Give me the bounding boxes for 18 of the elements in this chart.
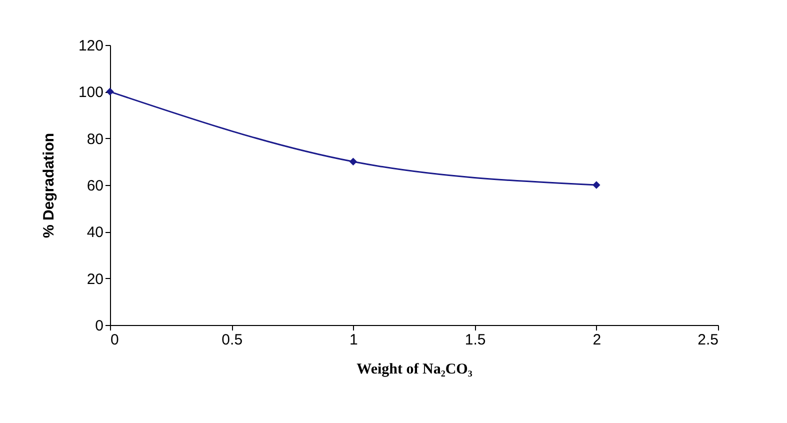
point [349,158,358,166]
y-tick-label: 100 [78,84,104,102]
point [592,181,600,189]
point [106,88,114,96]
x-axis-title: Weight of Na₂CO₃ [356,362,473,378]
x-tick-label: 0 [110,332,119,348]
x-tick-label: 2 [592,332,602,348]
y-tick-label: 80 [86,130,104,148]
y-tick-label: 40 [86,224,104,242]
x-tick-label: 0.5 [222,332,243,348]
y-tick-label: 60 [86,178,104,194]
y-axis-title: % Degradation [40,132,58,238]
y-tick-label: 20 [86,270,104,288]
x-tick-label: 2.5 [698,332,718,348]
x-tick-label: 1.5 [464,332,486,348]
y-tick-label: 120 [78,38,104,54]
x-tick-label: 1 [350,332,358,348]
y-tick-label: 0 [95,318,104,334]
